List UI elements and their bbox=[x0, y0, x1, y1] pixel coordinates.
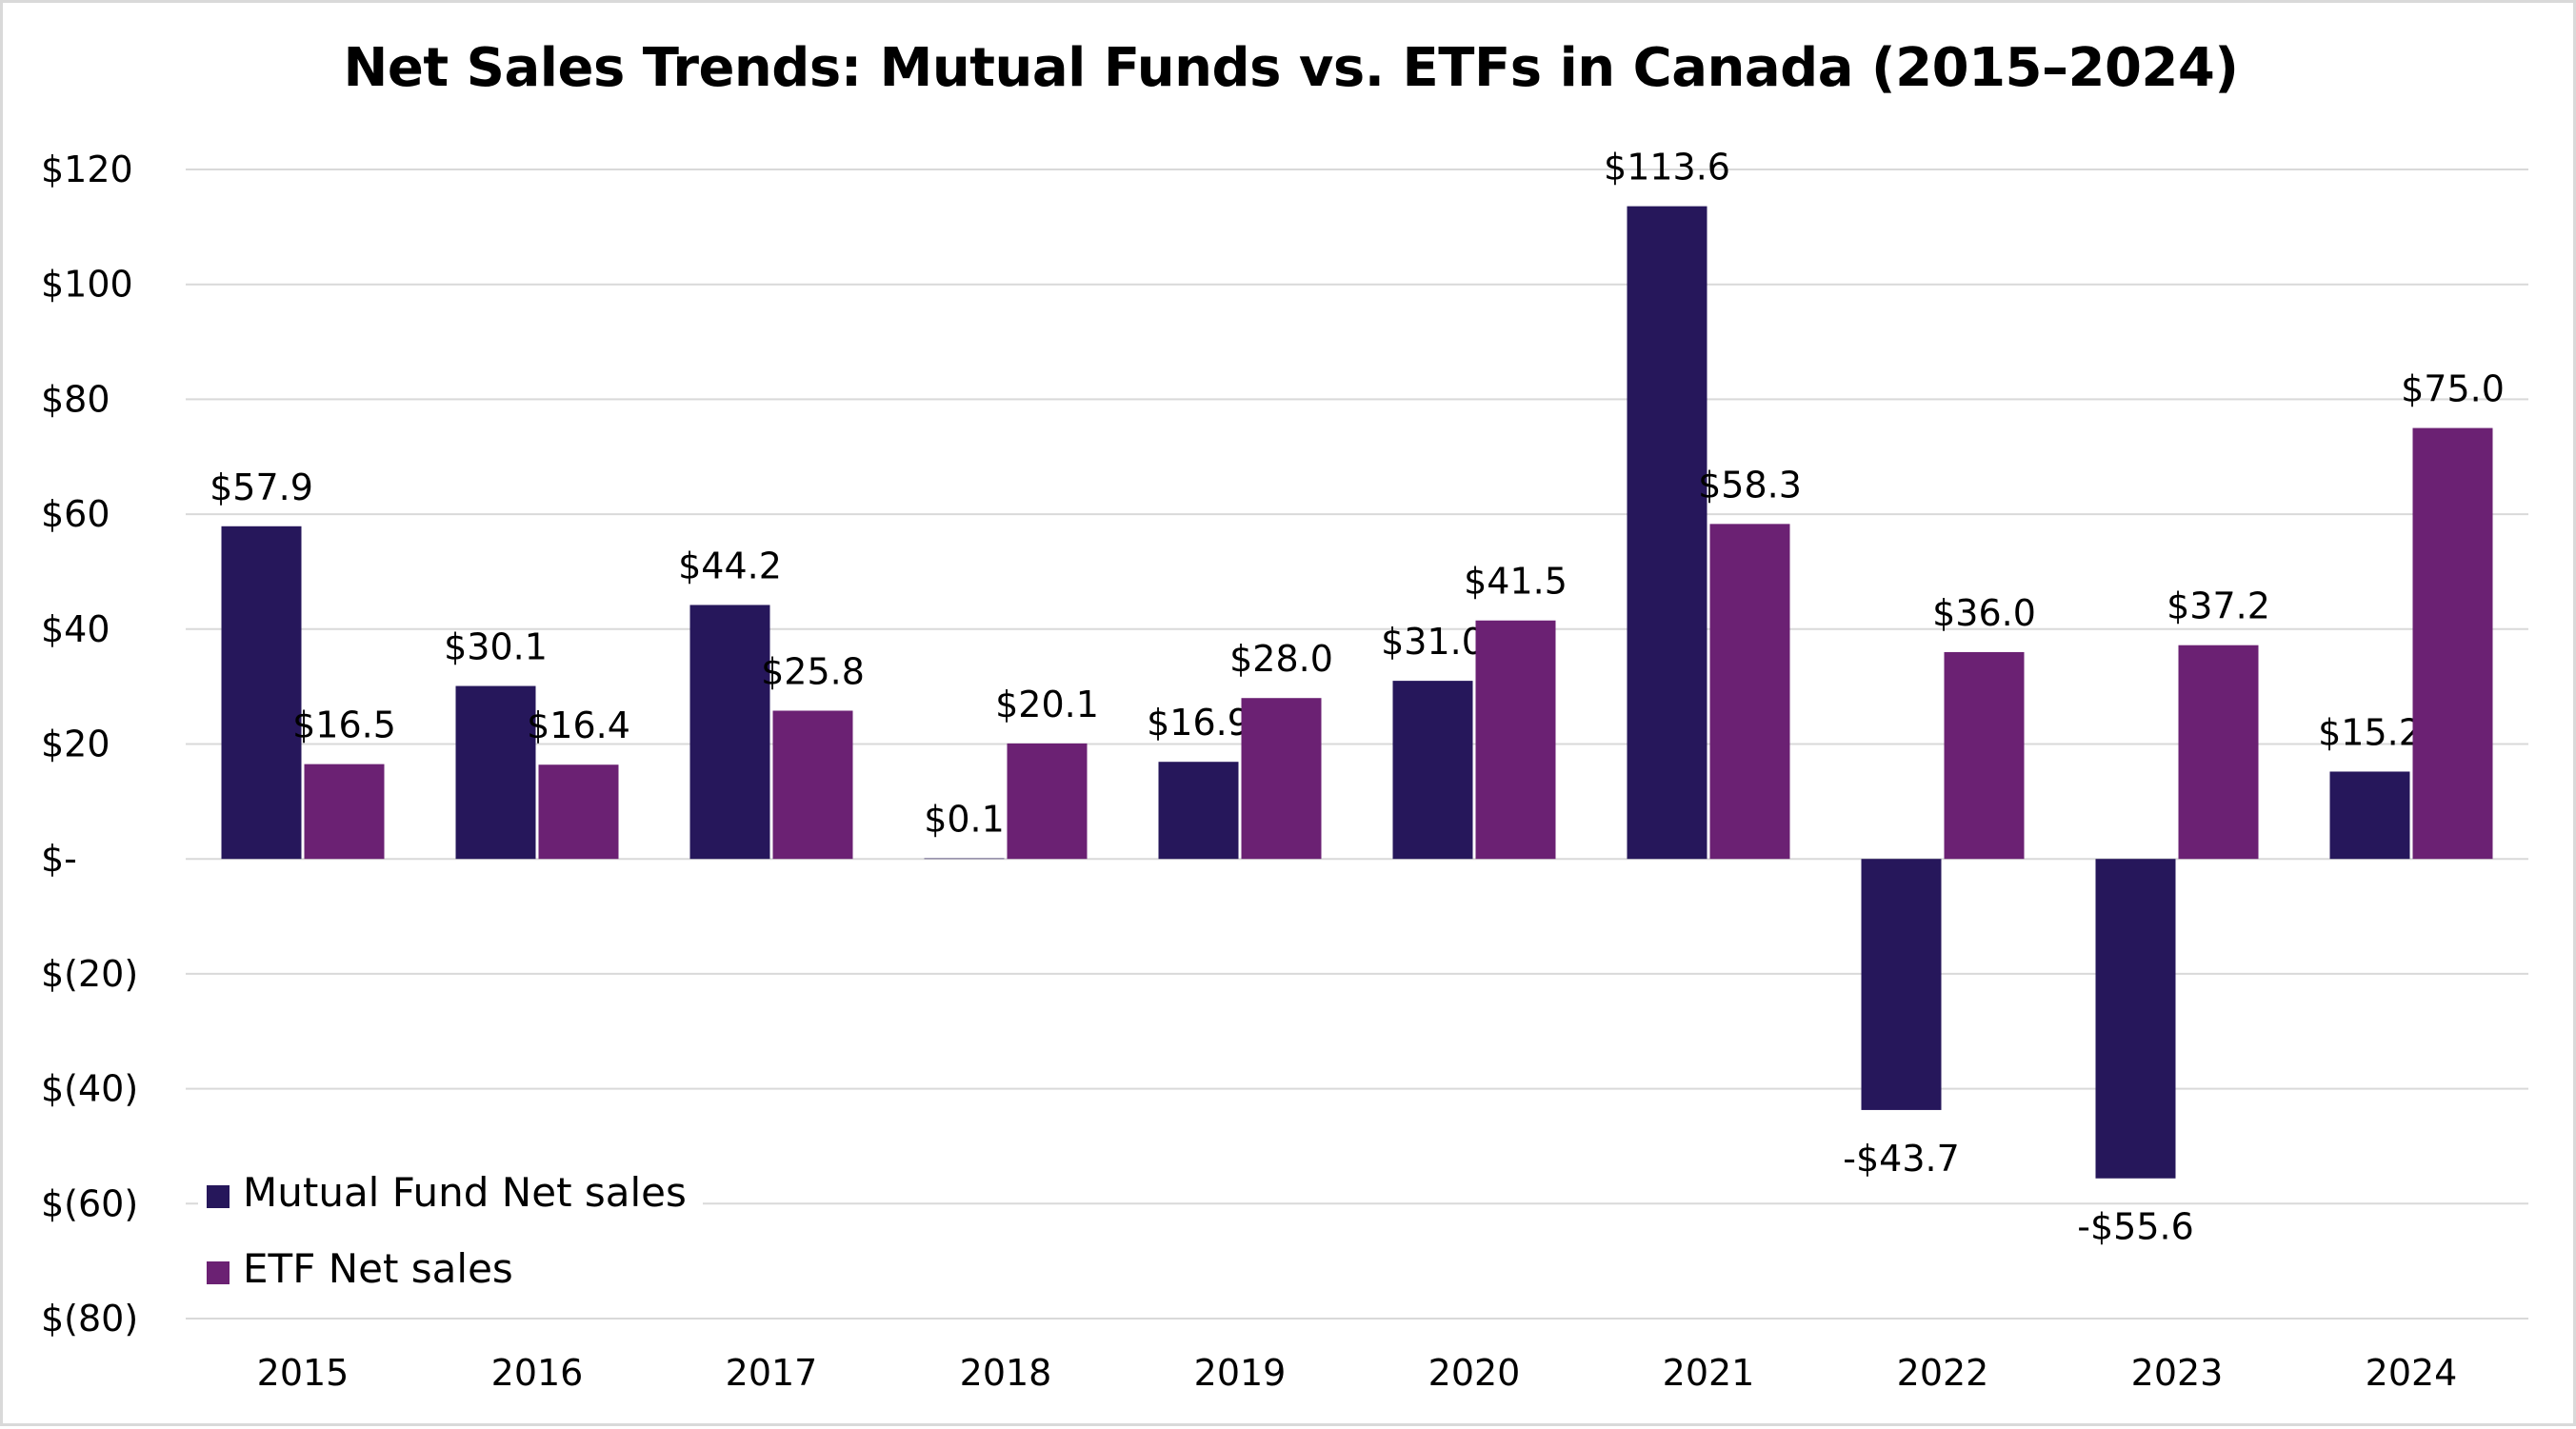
etf-data-label: $41.5 bbox=[1464, 561, 1568, 603]
etf-data-label: $16.4 bbox=[527, 705, 630, 746]
y-tick-label: $20 bbox=[41, 724, 110, 765]
legend-swatch-mutual-fund bbox=[207, 1185, 230, 1208]
etf-bar bbox=[1241, 698, 1322, 860]
chart-title: Net Sales Trends: Mutual Funds vs. ETFs … bbox=[343, 37, 2239, 99]
x-tick-label: 2024 bbox=[2366, 1352, 2458, 1394]
x-tick-label: 2020 bbox=[1428, 1352, 1521, 1394]
y-tick-label: $80 bbox=[41, 378, 110, 420]
x-tick-label: 2019 bbox=[1194, 1352, 1287, 1394]
mutual-fund-bar bbox=[689, 605, 770, 860]
mutual-fund-data-label: $44.2 bbox=[678, 545, 782, 586]
y-tick-label: $100 bbox=[41, 264, 133, 306]
etf-data-label: $25.8 bbox=[761, 650, 865, 692]
x-tick-label: 2021 bbox=[1663, 1352, 1755, 1394]
etf-bar bbox=[1709, 524, 1790, 860]
y-tick-label: $(60) bbox=[41, 1182, 138, 1224]
mutual-fund-bar bbox=[1158, 762, 1239, 860]
etf-data-label: $58.3 bbox=[1698, 464, 1802, 506]
etf-bar bbox=[304, 764, 385, 860]
etf-bar bbox=[1475, 620, 1556, 860]
etf-bar bbox=[2178, 645, 2259, 860]
mutual-fund-bar bbox=[1392, 681, 1473, 860]
etf-bar bbox=[538, 764, 619, 860]
mutual-fund-data-label: $31.0 bbox=[1381, 621, 1485, 663]
y-tick-label: $120 bbox=[41, 149, 133, 190]
etf-data-label: $36.0 bbox=[1932, 592, 2036, 634]
chart-plot: $120 $100 $80 $60 $40 $20 $- $(20) $(40) $(60) $(8… bbox=[41, 147, 2528, 1394]
mutual-fund-bar bbox=[1861, 859, 1942, 1110]
y-tick-label: $(80) bbox=[41, 1298, 138, 1340]
etf-data-label: $20.1 bbox=[995, 684, 1099, 725]
y-tick-label: $(40) bbox=[41, 1068, 138, 1110]
mutual-fund-bar bbox=[221, 526, 302, 860]
mutual-fund-bar bbox=[2095, 859, 2176, 1179]
etf-bar bbox=[1007, 743, 1088, 860]
mutual-fund-data-label: $15.2 bbox=[2318, 711, 2422, 753]
y-tick-label: $40 bbox=[41, 608, 110, 650]
legend-label-mutual-fund: Mutual Fund Net sales bbox=[243, 1169, 687, 1216]
etf-data-label: $37.2 bbox=[2167, 585, 2270, 627]
mutual-fund-bar bbox=[1627, 206, 1707, 860]
mutual-fund-data-label: $16.9 bbox=[1147, 702, 1250, 744]
y-tick-label: $- bbox=[41, 838, 77, 880]
mutual-fund-data-label: $113.6 bbox=[1604, 147, 1730, 189]
legend-label-etf: ETF Net sales bbox=[243, 1245, 513, 1292]
y-tick-label: $(20) bbox=[41, 953, 138, 995]
mutual-fund-data-label: $30.1 bbox=[444, 626, 548, 668]
etf-bar bbox=[1944, 651, 2025, 860]
x-tick-label: 2016 bbox=[491, 1352, 584, 1394]
x-tick-label: 2015 bbox=[257, 1352, 349, 1394]
legend-swatch-etf bbox=[207, 1261, 230, 1284]
x-tick-label: 2022 bbox=[1897, 1352, 1989, 1394]
mutual-fund-data-label: $0.1 bbox=[924, 799, 1005, 841]
x-tick-label: 2018 bbox=[960, 1352, 1052, 1394]
etf-data-label: $75.0 bbox=[2401, 368, 2505, 410]
etf-bar bbox=[2412, 427, 2493, 860]
etf-data-label: $28.0 bbox=[1229, 638, 1333, 680]
y-tick-label: $60 bbox=[41, 493, 110, 535]
mutual-fund-data-label: $57.9 bbox=[210, 466, 313, 508]
mutual-fund-data-label: -$55.6 bbox=[2077, 1206, 2194, 1248]
legend-background bbox=[198, 1166, 703, 1309]
etf-bar bbox=[772, 710, 853, 860]
etf-data-label: $16.5 bbox=[292, 705, 396, 746]
x-tick-label: 2023 bbox=[2131, 1352, 2224, 1394]
mutual-fund-bar bbox=[924, 858, 1005, 860]
mutual-fund-bar bbox=[2329, 771, 2410, 860]
mutual-fund-data-label: -$43.7 bbox=[1843, 1138, 1960, 1180]
x-tick-label: 2017 bbox=[726, 1352, 818, 1394]
mutual-fund-bar bbox=[455, 685, 536, 860]
